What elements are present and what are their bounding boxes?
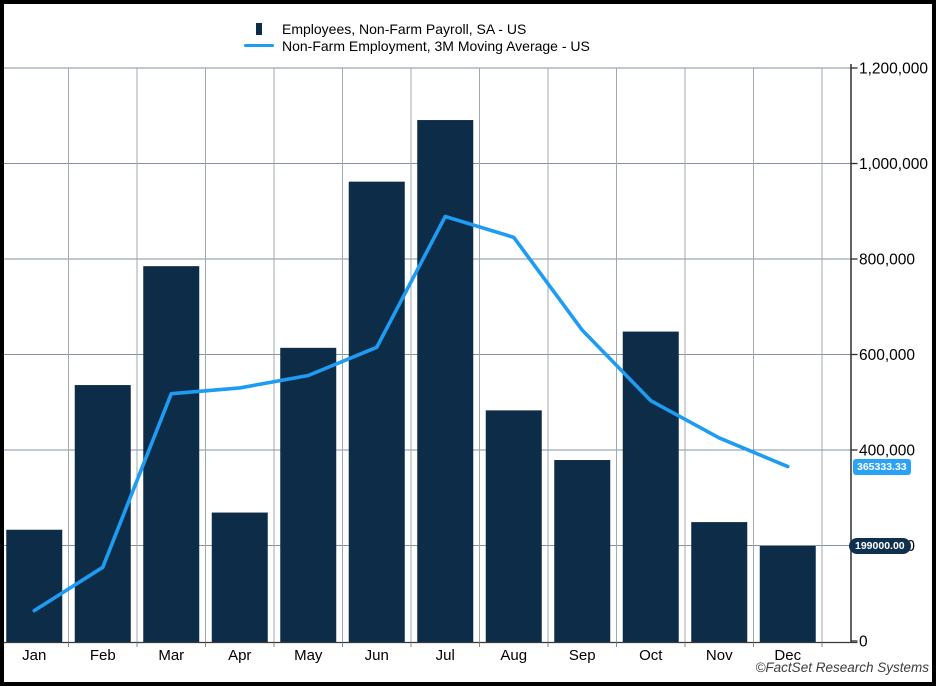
legend-item-line: Non-Farm Employment, 3M Moving Average -… bbox=[244, 37, 590, 54]
y-tick-label: 400,000 bbox=[859, 443, 915, 460]
bar-dec bbox=[759, 545, 816, 642]
copyright-text: ©FactSet Research Systems bbox=[755, 660, 929, 675]
x-tick-label: Dec bbox=[774, 647, 801, 664]
moving-average-line bbox=[32, 214, 790, 613]
bar-series-swatch-icon bbox=[256, 22, 262, 35]
y-tick-label: 1,000,000 bbox=[859, 156, 928, 173]
x-tick-label: Oct bbox=[639, 647, 663, 664]
x-tick-label: Jun bbox=[365, 647, 389, 664]
bar-jun bbox=[348, 181, 405, 642]
bar-feb bbox=[74, 385, 131, 642]
bar-mar bbox=[143, 266, 200, 642]
bar-may bbox=[280, 347, 337, 642]
y-tick-label: 600,000 bbox=[859, 347, 915, 364]
x-tick-label: Jan bbox=[22, 647, 46, 664]
line-last-value-label: 365333.33 bbox=[853, 458, 911, 475]
bar-sep bbox=[554, 460, 611, 642]
y-tick-label: 0 bbox=[859, 634, 868, 651]
bar-jan bbox=[6, 529, 63, 642]
bar-last-value-label: 199000.00 bbox=[849, 537, 911, 554]
x-tick-label: Aug bbox=[500, 647, 527, 664]
y-tick-label: 1,200,000 bbox=[859, 61, 928, 78]
bar-jul bbox=[417, 120, 474, 643]
x-tick-label: Sep bbox=[569, 647, 596, 664]
x-tick-label: May bbox=[294, 647, 323, 664]
line-series-swatch-icon bbox=[244, 44, 274, 47]
y-tick-label: 800,000 bbox=[859, 252, 915, 269]
plot-area: 0200,000400,000600,000800,0001,000,0001,… bbox=[4, 61, 928, 664]
legend-label-bars: Employees, Non-Farm Payroll, SA - US bbox=[282, 20, 527, 37]
x-tick-label: Apr bbox=[228, 647, 251, 664]
bar-nov bbox=[691, 522, 748, 642]
legend-marker-box bbox=[244, 22, 274, 35]
x-tick-label: Mar bbox=[158, 647, 184, 664]
legend-marker-box bbox=[244, 44, 274, 47]
bar-aug bbox=[485, 410, 542, 642]
x-tick-label: Feb bbox=[90, 647, 116, 664]
bar-apr bbox=[211, 512, 268, 642]
x-tick-label: Nov bbox=[706, 647, 733, 664]
legend-label-line: Non-Farm Employment, 3M Moving Average -… bbox=[282, 37, 590, 54]
legend: Employees, Non-Farm Payroll, SA - US Non… bbox=[244, 20, 590, 54]
legend-item-bars: Employees, Non-Farm Payroll, SA - US bbox=[244, 20, 590, 37]
x-tick-label: Jul bbox=[436, 647, 455, 664]
